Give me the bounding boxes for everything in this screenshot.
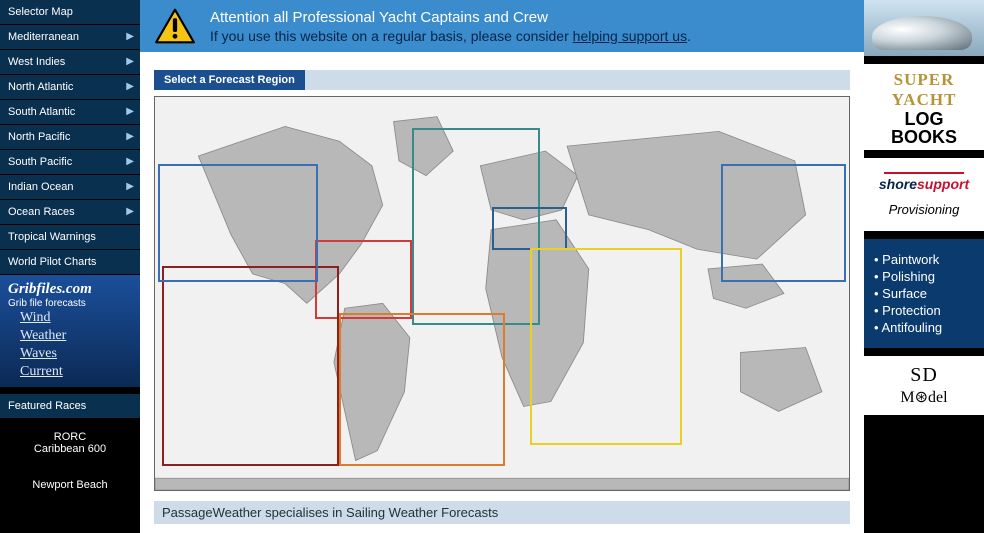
- paint-service-item: • Protection: [874, 302, 974, 319]
- left-sidebar: Selector MapMediterranean▶West Indies▶No…: [0, 0, 140, 533]
- region-mediterranean[interactable]: [492, 207, 567, 250]
- chevron-right-icon: ▶: [126, 156, 134, 167]
- featured-race-item[interactable]: RORCCaribbean 600: [0, 419, 140, 467]
- grib-link-wind[interactable]: Wind: [8, 309, 132, 327]
- paint-service-item: • Antifouling: [874, 319, 974, 336]
- section-bar: Select a Forecast Region: [154, 70, 850, 90]
- banner-line2: If you use this website on a regular bas…: [210, 28, 691, 44]
- bottom-tagline: PassageWeather specialises in Sailing We…: [154, 501, 850, 524]
- support-link[interactable]: helping support us: [573, 28, 687, 44]
- ad-sd-model[interactable]: SD M⊛del: [864, 356, 984, 415]
- nav-item-tropical-warnings[interactable]: Tropical Warnings: [0, 225, 140, 250]
- gribfiles-promo[interactable]: Gribfiles.com Grib file forecasts WindWe…: [0, 275, 140, 387]
- chevron-right-icon: ▶: [126, 181, 134, 192]
- ad-shoresupport[interactable]: shoresupport Provisioning: [864, 158, 984, 231]
- nav-item-mediterranean[interactable]: Mediterranean▶: [0, 25, 140, 50]
- region-south-pacific[interactable]: [162, 266, 339, 466]
- paint-service-item: • Polishing: [874, 268, 974, 285]
- featured-races-header: Featured Races: [0, 393, 140, 419]
- nav-item-south-atlantic[interactable]: South Atlantic▶: [0, 100, 140, 125]
- attention-banner: Attention all Professional Yacht Captain…: [140, 0, 864, 52]
- warning-icon: [154, 8, 196, 44]
- section-tab: Select a Forecast Region: [154, 70, 305, 90]
- gribfiles-title: Gribfiles.com: [8, 281, 132, 298]
- region-north-pacific-right[interactable]: [721, 164, 846, 282]
- chevron-right-icon: ▶: [126, 106, 134, 117]
- paint-service-item: • Paintwork: [874, 251, 974, 268]
- paint-service-item: • Surface: [874, 285, 974, 302]
- banner-line1: Attention all Professional Yacht Captain…: [210, 9, 691, 26]
- chevron-right-icon: ▶: [126, 206, 134, 217]
- region-indian-ocean[interactable]: [530, 248, 683, 445]
- nav-item-west-indies[interactable]: West Indies▶: [0, 50, 140, 75]
- world-map[interactable]: [154, 96, 850, 491]
- grib-link-waves[interactable]: Waves: [8, 345, 132, 363]
- nav-item-indian-ocean[interactable]: Indian Ocean▶: [0, 175, 140, 200]
- chevron-right-icon: ▶: [126, 81, 134, 92]
- nav-item-south-pacific[interactable]: South Pacific▶: [0, 150, 140, 175]
- ad-logbooks[interactable]: SUPER YACHT LOG BOOKS: [864, 64, 984, 150]
- region-north-pacific-left[interactable]: [158, 164, 318, 282]
- chevron-right-icon: ▶: [126, 131, 134, 142]
- featured-race-item[interactable]: Newport Beach: [0, 467, 140, 503]
- nav-item-north-atlantic[interactable]: North Atlantic▶: [0, 75, 140, 100]
- grib-link-weather[interactable]: Weather: [8, 327, 132, 345]
- gribfiles-subtitle: Grib file forecasts: [8, 298, 132, 309]
- ad-yacht-photo[interactable]: [864, 0, 984, 56]
- main-nav: Selector MapMediterranean▶West Indies▶No…: [0, 0, 140, 275]
- chevron-right-icon: ▶: [126, 56, 134, 67]
- main-content: Attention all Professional Yacht Captain…: [140, 0, 864, 533]
- right-sidebar: SUPER YACHT LOG BOOKS shoresupport Provi…: [864, 0, 984, 533]
- nav-item-selector-map[interactable]: Selector Map: [0, 0, 140, 25]
- chevron-right-icon: ▶: [126, 31, 134, 42]
- nav-item-north-pacific[interactable]: North Pacific▶: [0, 125, 140, 150]
- ad-paintwork[interactable]: • Paintwork• Polishing• Surface• Protect…: [864, 239, 984, 348]
- nav-item-ocean-races[interactable]: Ocean Races▶: [0, 200, 140, 225]
- region-south-atlantic[interactable]: [339, 313, 506, 466]
- nav-item-world-pilot-charts[interactable]: World Pilot Charts: [0, 250, 140, 275]
- grib-link-current[interactable]: Current: [8, 363, 132, 381]
